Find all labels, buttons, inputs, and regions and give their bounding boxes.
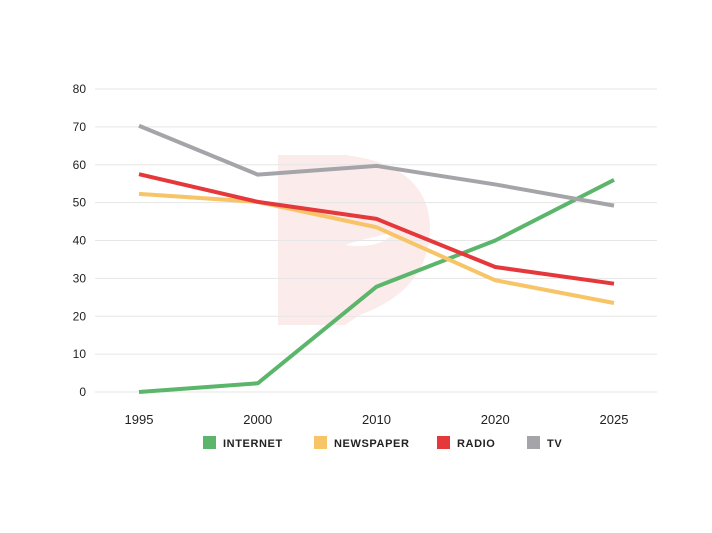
y-tick-label-0: 0 xyxy=(79,385,86,399)
y-tick-label-40: 40 xyxy=(73,234,87,248)
legend-swatch-internet xyxy=(203,436,216,449)
x-axis-ticks: 1995 2000 2010 2020 2025 xyxy=(125,412,629,427)
y-tick-label-50: 50 xyxy=(73,196,87,210)
series-line-internet xyxy=(138,178,615,394)
legend-swatch-radio xyxy=(437,436,450,449)
series-line-tv xyxy=(138,123,615,208)
legend-label-internet: INTERNET xyxy=(223,438,283,450)
x-tick-label-2020: 2020 xyxy=(481,412,510,427)
y-tick-label-80: 80 xyxy=(73,82,87,96)
legend-label-newspaper: NEWSPAPER xyxy=(334,438,409,450)
legend-swatch-tv xyxy=(527,436,540,449)
y-tick-label-70: 70 xyxy=(73,120,87,134)
y-tick-label-10: 10 xyxy=(73,347,87,361)
y-tick-label-30: 30 xyxy=(73,271,87,285)
series-line-radio xyxy=(138,172,615,286)
x-tick-label-2010: 2010 xyxy=(362,412,391,427)
series-line-newspaper xyxy=(138,191,615,305)
x-tick-label-2000: 2000 xyxy=(243,412,272,427)
y-tick-label-60: 60 xyxy=(73,158,87,172)
legend-swatch-newspaper xyxy=(314,436,327,449)
y-axis-ticks: 0 10 20 30 40 50 60 70 80 xyxy=(73,82,87,399)
grid-lines xyxy=(95,88,657,393)
y-tick-label-20: 20 xyxy=(73,309,87,323)
series-lines xyxy=(138,123,615,394)
x-tick-label-2025: 2025 xyxy=(600,412,629,427)
legend-label-tv: TV xyxy=(547,438,562,450)
legend-label-radio: RADIO xyxy=(457,438,495,450)
legend: INTERNET NEWSPAPER RADIO TV xyxy=(203,436,562,450)
x-tick-label-1995: 1995 xyxy=(125,412,154,427)
